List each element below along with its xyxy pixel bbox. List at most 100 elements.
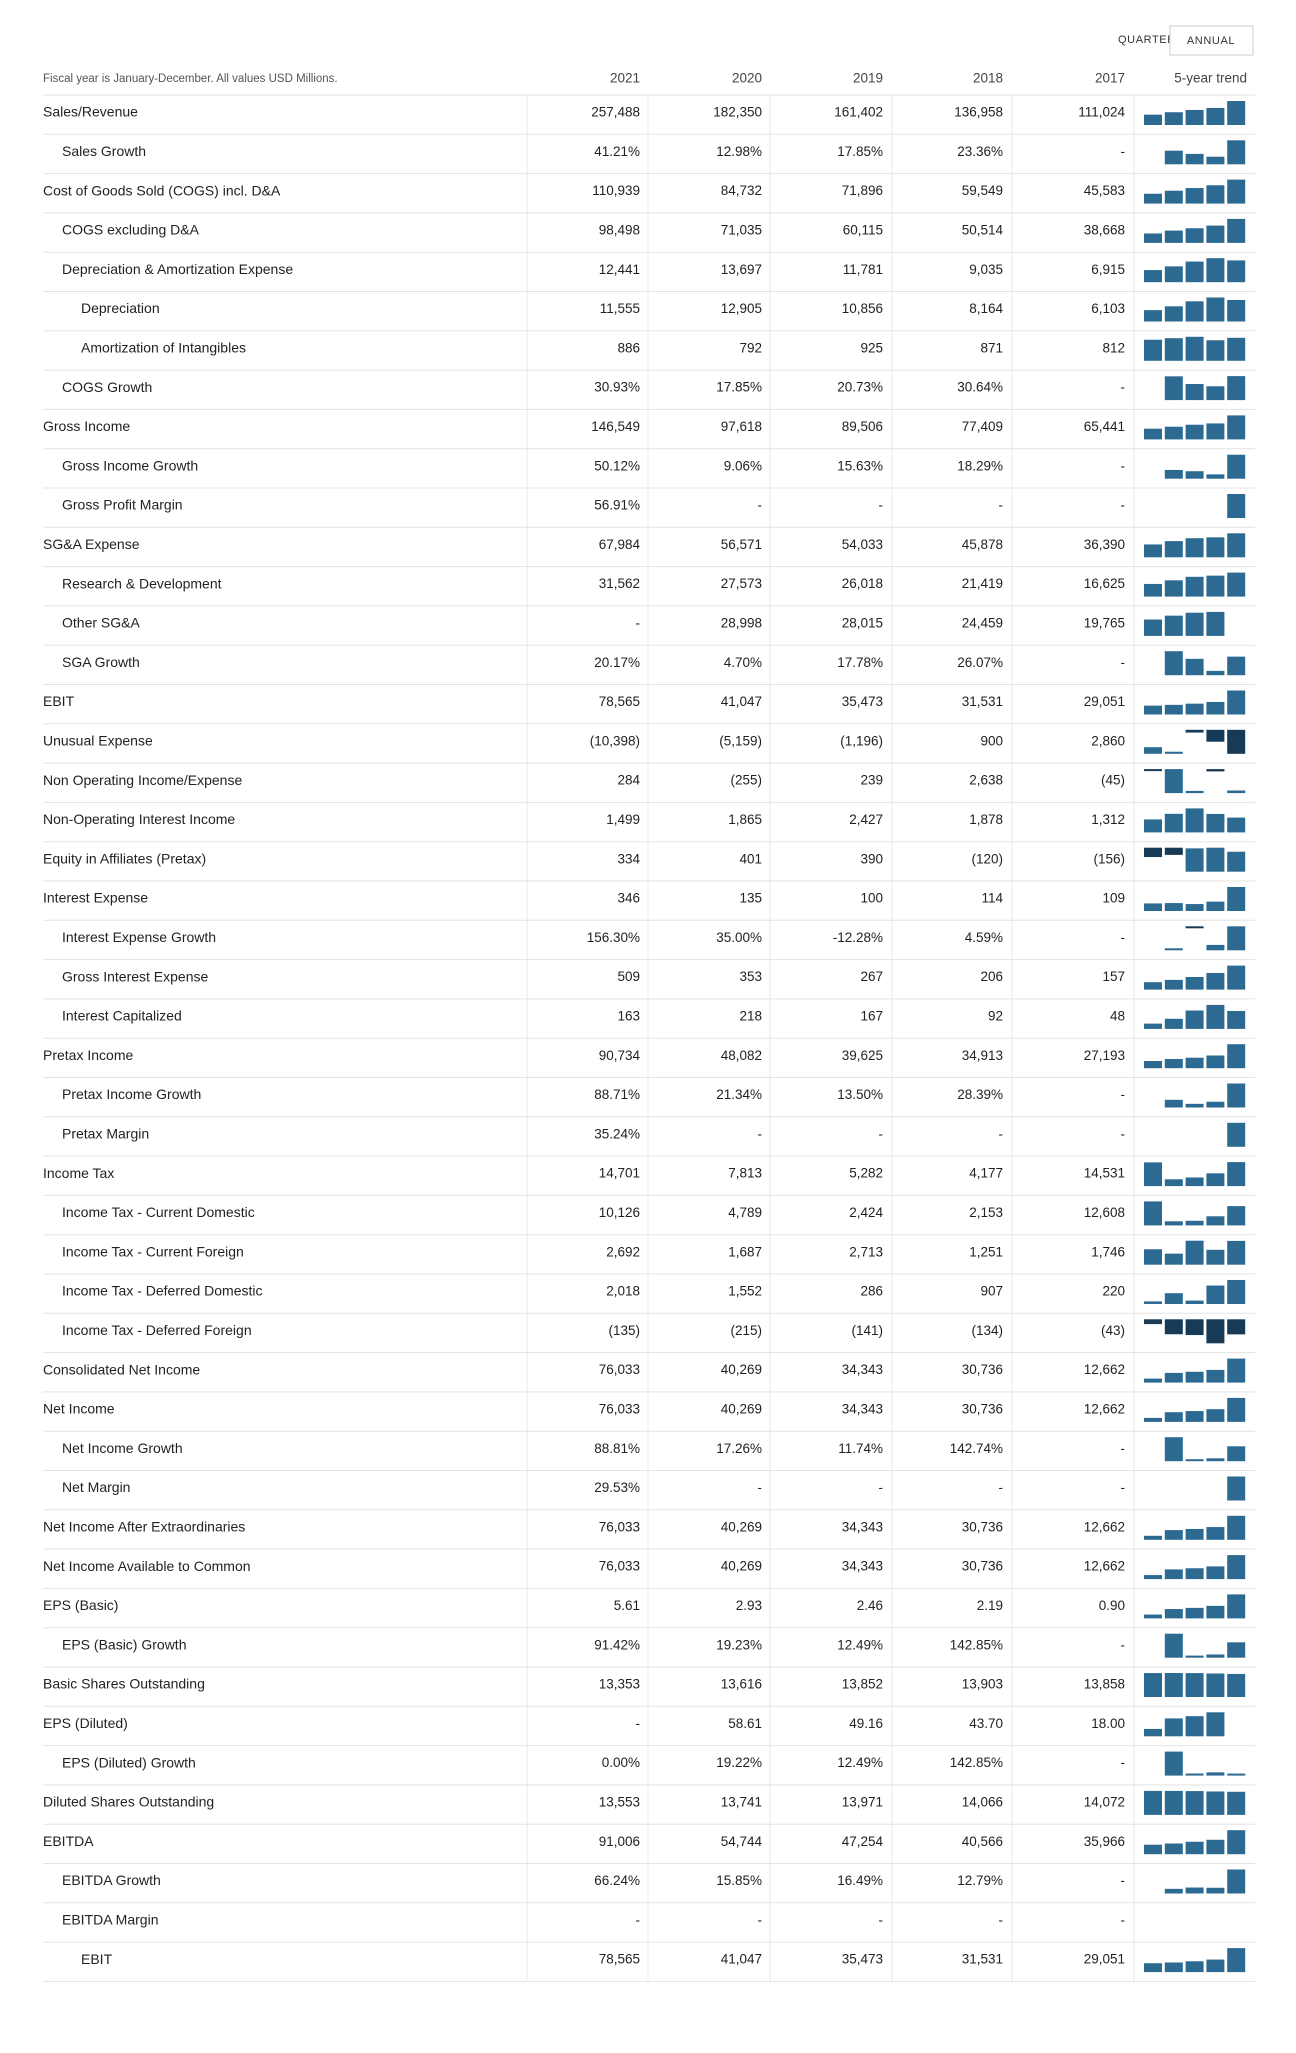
row-label: EBITDA: [43, 1833, 94, 1849]
cell-value: 31,562: [599, 576, 640, 591]
cell-value: -: [1121, 930, 1126, 945]
cell-value: 76,033: [599, 1519, 640, 1534]
cell-value: 1,746: [1091, 1244, 1125, 1259]
trend-bar: [1227, 887, 1246, 911]
cell-value: -: [1121, 1873, 1126, 1888]
cell-value: 257,488: [591, 105, 640, 120]
trend-bar: [1206, 340, 1225, 361]
cell-value: 45,583: [1084, 183, 1125, 198]
trend-bar: [1185, 1887, 1204, 1894]
trend-bar: [1164, 1751, 1183, 1776]
trend-bar: [1206, 1409, 1225, 1422]
cell-value: 36,390: [1084, 537, 1125, 552]
cell-value: (10,398): [590, 733, 640, 748]
cell-value: (215): [730, 1323, 762, 1338]
cell-value: 334: [617, 851, 640, 866]
cell-value: 390: [860, 851, 883, 866]
cell-value: 13,353: [599, 1677, 640, 1692]
trend-bar: [1227, 690, 1246, 715]
row-label: Depreciation & Amortization Expense: [62, 261, 293, 277]
row-label: EBIT: [81, 1951, 113, 1967]
cell-value: 1,878: [969, 812, 1003, 827]
cell-value: (134): [971, 1323, 1003, 1338]
cell-value: -: [879, 498, 884, 513]
row-label: EPS (Diluted) Growth: [62, 1754, 196, 1770]
trend-bar: [1206, 386, 1225, 401]
trend-bar: [1164, 230, 1183, 243]
trend-bar: [1164, 1253, 1183, 1265]
trend-bar: [1144, 1023, 1162, 1029]
cell-value: 163: [617, 1008, 640, 1023]
table-note: Fiscal year is January-December. All val…: [43, 73, 338, 85]
cell-value: 41.21%: [594, 144, 640, 159]
row-label: Interest Capitalized: [62, 1008, 182, 1024]
trend-bar: [1144, 1249, 1162, 1265]
trend-bar: [1227, 1162, 1246, 1187]
trend-bar: [1206, 944, 1225, 951]
cell-value: 157: [1102, 969, 1125, 984]
cell-value: 35,966: [1084, 1834, 1125, 1849]
trend-bar: [1164, 1609, 1183, 1619]
cell-value: 286: [860, 1284, 883, 1299]
trend-bar: [1227, 1673, 1246, 1697]
row-label: Unusual Expense: [43, 733, 153, 749]
trend-bar: [1206, 972, 1225, 990]
cell-value: 7,813: [728, 1166, 762, 1181]
cell-value: 2,713: [849, 1244, 883, 1259]
row-label: EPS (Basic) Growth: [62, 1636, 186, 1652]
trend-bar: [1164, 813, 1183, 833]
cell-value: (120): [971, 851, 1003, 866]
cell-value: 17.85%: [837, 144, 883, 159]
cell-value: 12.98%: [716, 144, 762, 159]
row-label: EPS (Basic): [43, 1597, 118, 1613]
trend-bar: [1206, 423, 1225, 440]
trend-bar: [1185, 1655, 1204, 1658]
trend-bar: [1185, 1528, 1204, 1540]
cell-value: 78,565: [599, 694, 640, 709]
annual-tab-box[interactable]: [1169, 25, 1254, 56]
cell-value: 34,343: [842, 1519, 883, 1534]
trend-bar: [1227, 140, 1246, 165]
trend-bar: [1227, 790, 1246, 794]
cell-value: 13,852: [842, 1677, 883, 1692]
trend-bar: [1164, 150, 1183, 165]
trend-bar: [1164, 190, 1183, 204]
trend-bar: [1164, 1058, 1183, 1069]
trend-bar: [1206, 1566, 1225, 1580]
row-label: Research & Development: [62, 575, 222, 591]
cell-value: 30.93%: [594, 380, 640, 395]
cell-value: 136,958: [954, 105, 1003, 120]
trend-bar: [1227, 300, 1246, 322]
trend-bar-negative: [1144, 1319, 1162, 1325]
cell-value: 48: [1110, 1008, 1125, 1023]
annual-tab[interactable]: ANNUAL: [1187, 35, 1235, 47]
cell-value: 41,047: [721, 1952, 762, 1967]
trend-bar: [1144, 1061, 1162, 1069]
trend-bar: [1144, 619, 1162, 636]
trend-bar: [1227, 1869, 1246, 1894]
trend-bar: [1227, 1397, 1246, 1422]
row-label: EPS (Diluted): [43, 1715, 128, 1731]
cell-value: 900: [980, 733, 1003, 748]
cell-value: 84,732: [721, 183, 762, 198]
cell-value: 92: [988, 1008, 1003, 1023]
trend-bar: [1206, 1004, 1225, 1029]
trend-bar: [1144, 1162, 1162, 1187]
trend-bar: [1227, 926, 1246, 951]
cell-value: 31,531: [962, 694, 1003, 709]
trend-bar: [1144, 1535, 1162, 1540]
cell-value: -: [879, 1126, 884, 1141]
trend-bar: [1164, 1569, 1183, 1580]
row-label: Interest Expense Growth: [62, 929, 216, 945]
cell-value: 35.00%: [716, 930, 762, 945]
trend-bar: [1144, 193, 1162, 204]
row-label: Sales/Revenue: [43, 104, 138, 120]
trend-bar: [1144, 233, 1162, 243]
trend-bar: [1227, 965, 1246, 990]
cell-value: (255): [730, 773, 762, 788]
trend-bar: [1227, 179, 1246, 204]
trend-bar: [1206, 474, 1225, 479]
trend-bar: [1227, 1280, 1246, 1304]
cell-value: 167: [860, 1008, 883, 1023]
trend-bar: [1206, 108, 1225, 125]
